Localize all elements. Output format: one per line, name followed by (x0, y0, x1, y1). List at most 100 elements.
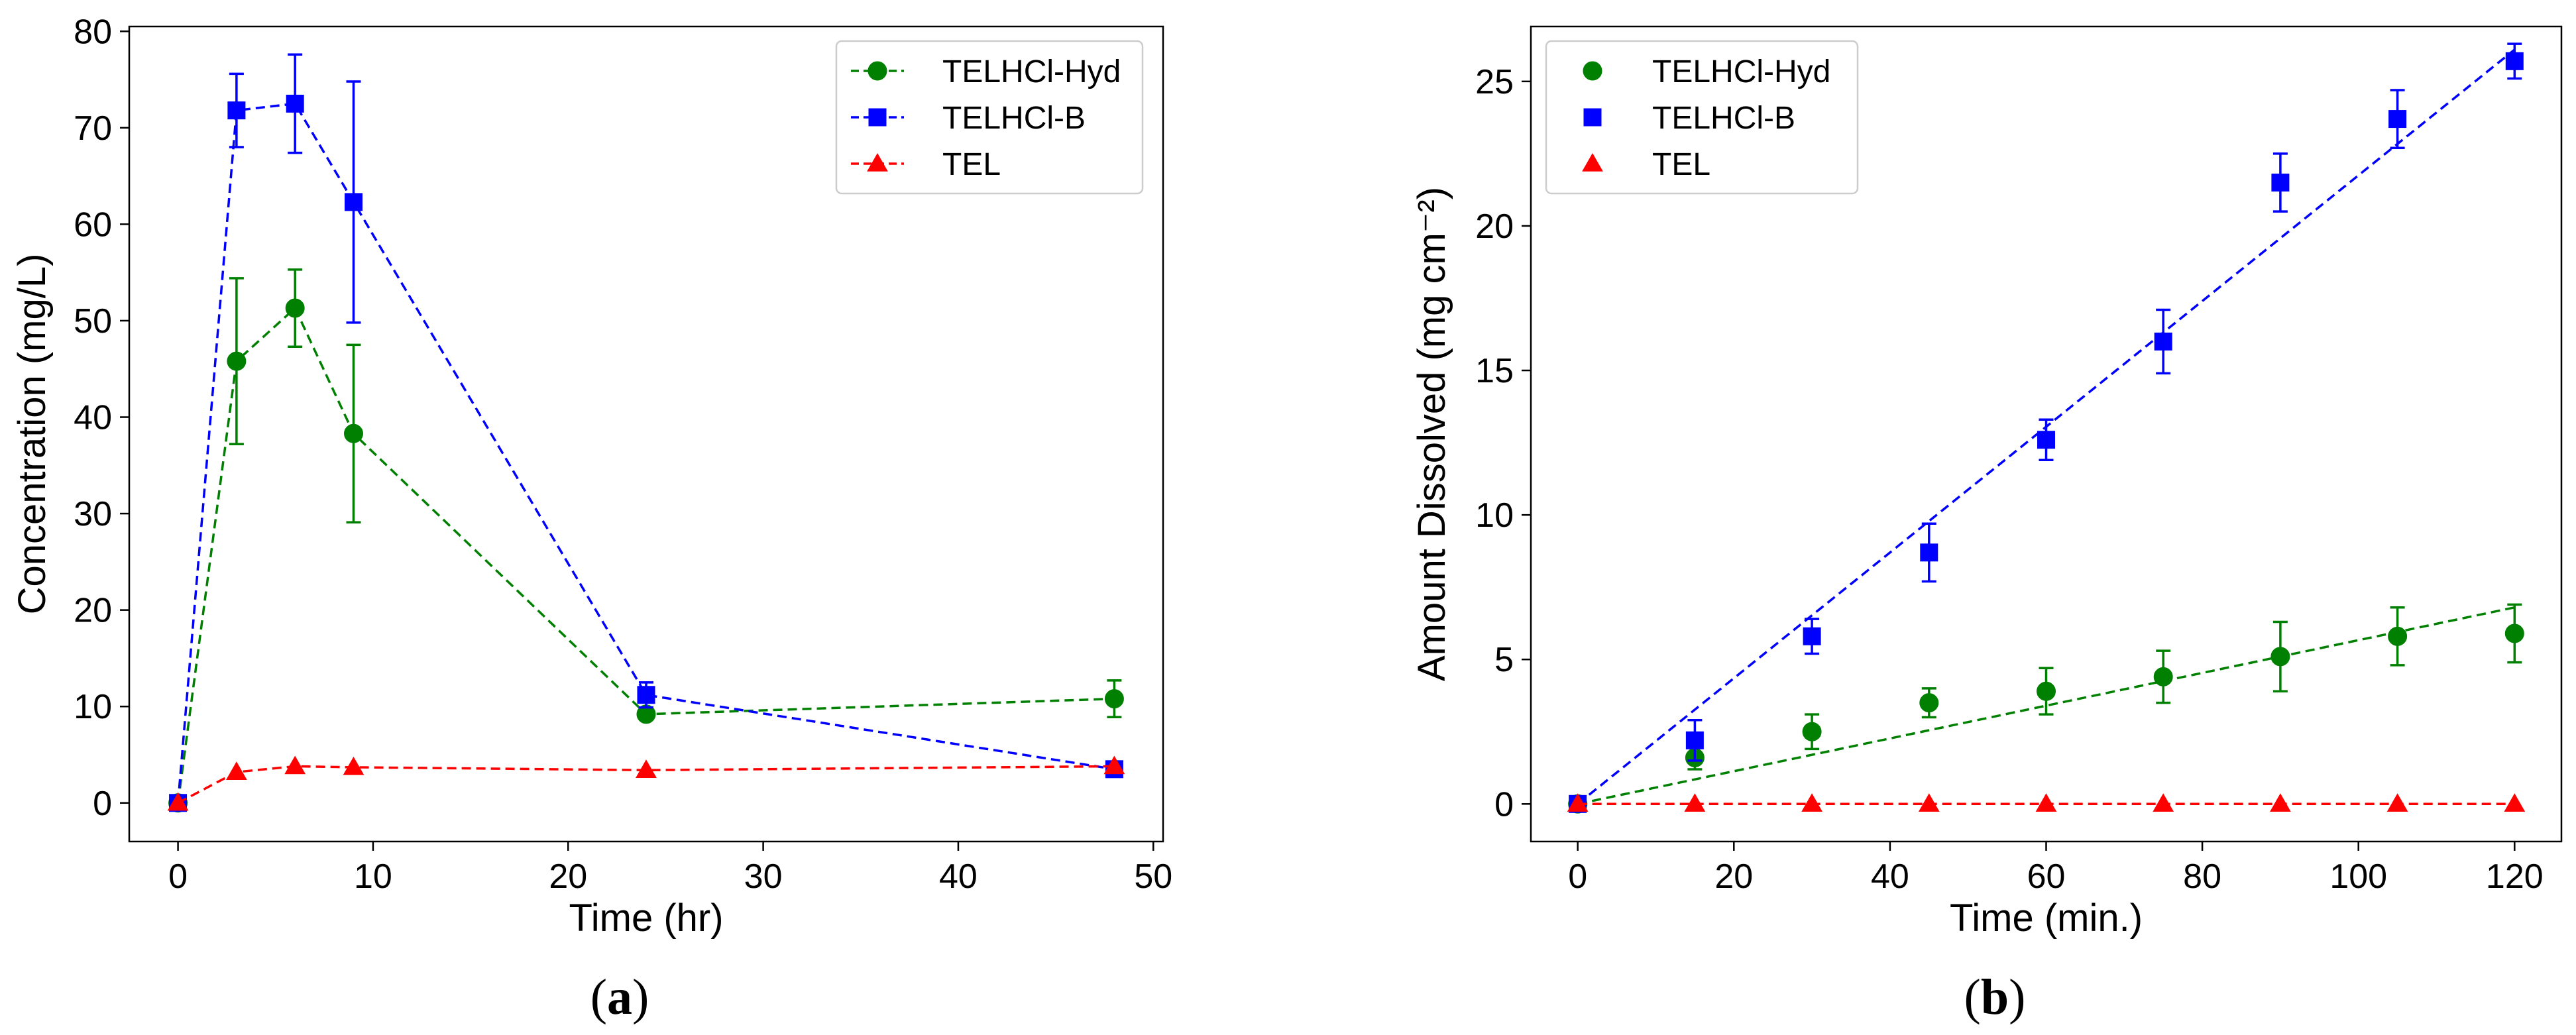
panel-b-data-point-tel (2270, 793, 2291, 812)
panel-b-chart: 0 20 40 60 80 100 120 0 5 10 15 20 25 Time (min.) Amou… (1410, 25, 2563, 940)
panel-a-data-point-tel (1103, 755, 1125, 775)
panel-a-data-point-telhcl-hyd (285, 298, 305, 318)
panel-b-x-tick-label: 100 (2329, 857, 2387, 896)
panel-b-y-tick-label: 5 (1494, 641, 1514, 679)
panel-a-y-tick-label: 80 (74, 13, 112, 51)
panel-b-legend-marker-tel (1582, 152, 1603, 172)
panel-a-x-tick-label: 40 (939, 857, 978, 896)
panel-b-y-tick-label: 15 (1475, 352, 1514, 390)
panel-a-series-line-telhcl-hyd (176, 306, 1115, 804)
panel-a-y-tick-label: 70 (74, 109, 112, 148)
panel-a-chart: 0 10 20 30 40 50 0 10 20 30 40 50 60 70 80 Time (hr) Con… (11, 13, 1172, 940)
panel-b-x-axis-label: Time (min.) (1950, 897, 2143, 940)
panel-b-legend-label-telhcl-hyd: TELHCl-Hyd (1652, 54, 1830, 89)
panel-a-data-point-tel (167, 792, 189, 811)
panel-a-y-tick-label: 40 (74, 399, 112, 437)
panel-a-series-line-tel (177, 765, 1115, 804)
panel-b-legend-box (1545, 40, 1859, 195)
panel-b-x-tick-label: 60 (2027, 857, 2066, 896)
panel-b-legend-label-tel: TEL (1652, 147, 1710, 182)
panel-b-data-point-telhcl-b (1920, 543, 1938, 562)
panel-b-data-point-telhcl-hyd (2153, 667, 2173, 686)
panel-a-x-tick-label: 20 (549, 857, 587, 896)
panel-a-data-point-telhcl-b (286, 94, 304, 113)
panel-b-caption: (b) (1964, 969, 2026, 1025)
panel-b-data-point-tel (1684, 793, 1706, 812)
panel-b-y-tick-label: 25 (1475, 63, 1514, 101)
panel-b-series-tel (1567, 793, 2526, 812)
panel-a-legend-label-telhcl-hyd: TELHCl-Hyd (942, 54, 1121, 89)
panel-a-x-tick-label: 10 (354, 857, 392, 896)
panel-a-y-tick-label: 50 (74, 302, 112, 341)
panel-b-legend: TELHCl-Hyd TELHCl-B TEL (1545, 40, 1859, 195)
panel-a-legend: TELHCl-Hyd TELHCl-B TEL (835, 40, 1144, 195)
panel-b-data-point-telhcl-hyd (2270, 647, 2290, 667)
panel-a-x-tick-label: 50 (1134, 857, 1172, 896)
panel-b-x-tick-label: 80 (2183, 857, 2221, 896)
panel-b-caption-open: ( (1964, 969, 1981, 1025)
panel-a-data-point-tel (226, 761, 247, 780)
panel-b-series-telhcl-hyd (1568, 603, 2524, 814)
panel-a-x-axis-label: Time (hr) (569, 897, 723, 940)
panel-a-plot-frame (128, 25, 1164, 843)
panel-a-data-point-telhcl-b (344, 193, 363, 211)
panel-b-y-tick-label: 20 (1475, 207, 1514, 246)
panel-b-data-point-tel (2504, 793, 2526, 812)
panel-b-data-point-telhcl-hyd (1919, 693, 1939, 713)
panel-b-data-point-telhcl-b (2505, 52, 2524, 70)
panel-b-data-point-tel (2386, 793, 2408, 812)
panel-a-data-point-telhcl-hyd (343, 423, 363, 443)
panel-b-series-telhcl-b (1569, 42, 2524, 813)
panel-a-caption: (a) (590, 969, 649, 1025)
panel-b-y-tick-label: 0 (1494, 785, 1514, 824)
panel-b-x-tick-label: 20 (1714, 857, 1753, 896)
panel-b-data-point-telhcl-hyd (2388, 626, 2408, 646)
panel-b-caption-close: ) (2009, 969, 2025, 1025)
panel-a-series-tel (167, 755, 1125, 811)
panel-b-x-tick-label: 120 (2486, 857, 2544, 896)
panel-b-legend-marker-telhcl-b (1583, 108, 1602, 127)
panel-b-data-point-telhcl-hyd (2037, 681, 2056, 701)
panel-a-legend-box (835, 40, 1144, 195)
panel-b-data-point-telhcl-b (2154, 332, 2172, 351)
panel-a-data-point-telhcl-b (637, 686, 655, 704)
panel-a-legend-marker-telhcl-hyd (868, 61, 887, 81)
panel-b-x-tick-label: 40 (1871, 857, 1909, 896)
panel-a-y-tick-label: 0 (93, 785, 112, 823)
panel-a-series-telhcl-hyd (168, 268, 1124, 813)
panel-a-y-axis-label: Concentration (mg/L) (11, 254, 54, 615)
panel-b-caption-letter: b (1981, 969, 2009, 1025)
panel-a-y-tick-label: 20 (74, 592, 112, 630)
panel-b-y-axis-label: Amount Dissolved (mg cm⁻²) (1410, 187, 1453, 681)
panel-a-caption-open: ( (590, 969, 607, 1025)
panel-b-y-tick-label: 10 (1475, 496, 1514, 535)
panel-a-legend-marker-tel (867, 152, 888, 172)
panel-b-x-tick-label: 0 (1568, 857, 1587, 896)
panel-b-data-point-telhcl-hyd (1802, 722, 1822, 741)
panel-a-series-line-telhcl-b (176, 102, 1115, 803)
panel-a-x-tick-label: 0 (168, 857, 188, 896)
panel-a-data-point-tel (636, 759, 657, 779)
panel-b-data-point-tel (2153, 793, 2174, 812)
panel-a-x-tick-label: 30 (744, 857, 783, 896)
panel-a-legend-marker-telhcl-b (868, 108, 887, 127)
panel-b-data-point-tel (1801, 793, 1822, 812)
panel-b-data-point-telhcl-b (2037, 431, 2055, 449)
panel-a-data-point-telhcl-hyd (227, 351, 247, 371)
panel-b-data-point-telhcl-hyd (2504, 624, 2524, 643)
panel-b-data-point-tel (1567, 793, 1589, 812)
panel-a-legend-label-telhcl-b: TELHCl-B (942, 101, 1086, 136)
panel-b-data-point-telhcl-b (2271, 174, 2290, 192)
panel-a-data-point-tel (284, 755, 306, 775)
panel-a-legend-label-tel: TEL (942, 147, 1001, 182)
panel-a-y-tick-label: 60 (74, 205, 112, 244)
panel-a-data-point-tel (343, 756, 364, 775)
panel-b-data-point-tel (2035, 793, 2057, 812)
panel-b-data-point-telhcl-b (2388, 110, 2407, 129)
panel-b-data-point-telhcl-b (1803, 627, 1821, 645)
panel-a-caption-close: ) (632, 969, 649, 1025)
panel-b-legend-marker-telhcl-hyd (1583, 61, 1602, 81)
panel-a-caption-letter: a (607, 969, 632, 1025)
panel-a-y-tick-label: 10 (74, 688, 112, 726)
